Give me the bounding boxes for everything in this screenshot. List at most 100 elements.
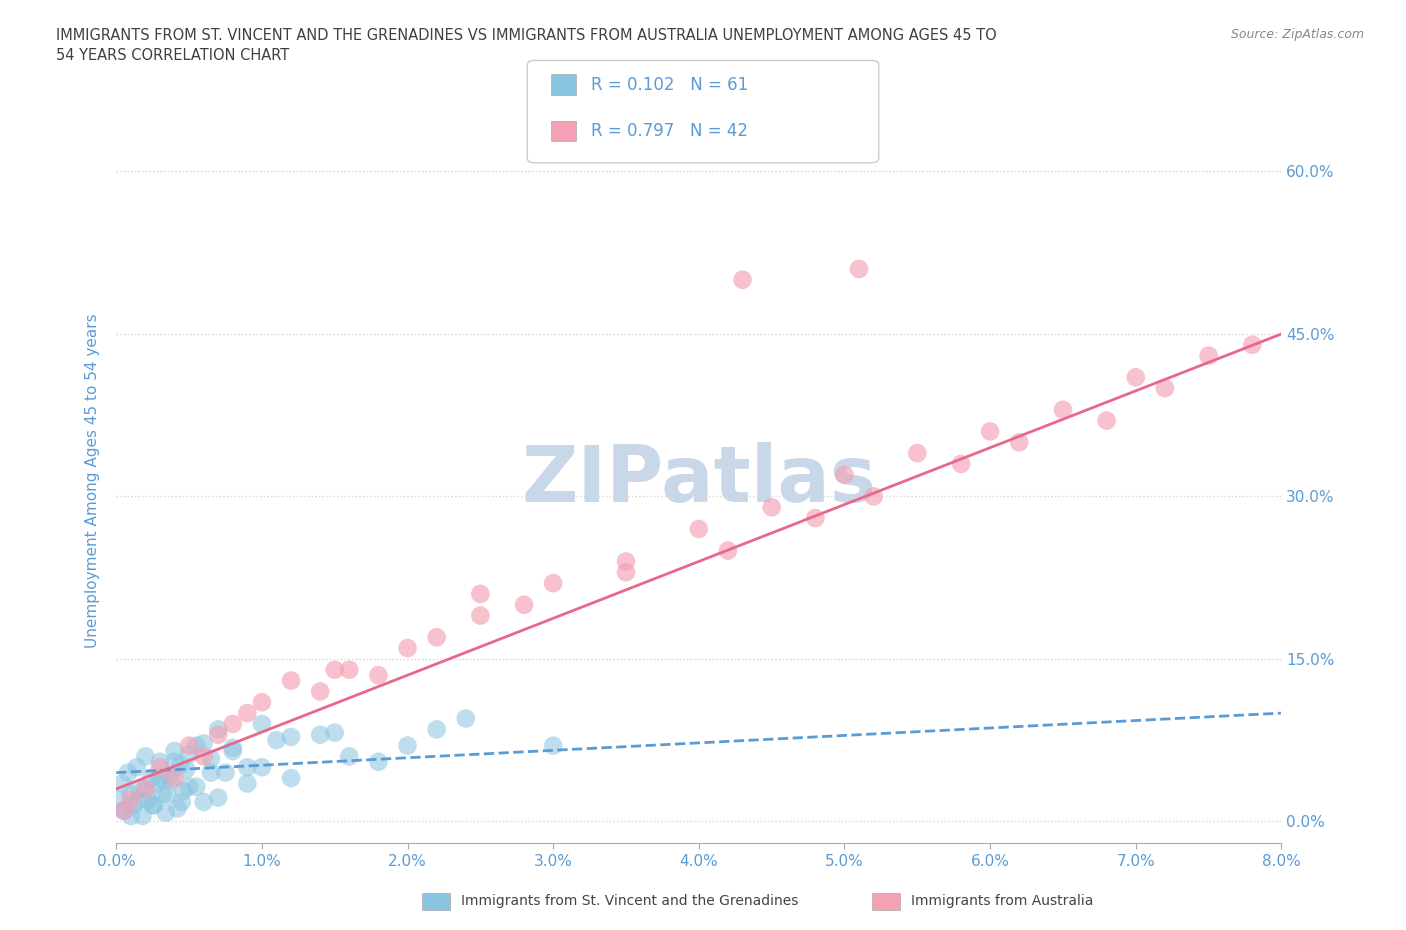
Point bbox=[236, 706, 259, 721]
Point bbox=[309, 684, 332, 698]
Point bbox=[160, 773, 183, 788]
Point bbox=[177, 738, 200, 753]
Point bbox=[136, 792, 159, 807]
Point bbox=[177, 747, 200, 762]
Point bbox=[979, 424, 1001, 439]
Point bbox=[834, 468, 856, 483]
Point bbox=[222, 716, 245, 731]
Point bbox=[541, 738, 564, 753]
Point bbox=[155, 805, 177, 820]
Text: Immigrants from St. Vincent and the Grenadines: Immigrants from St. Vincent and the Gren… bbox=[461, 894, 799, 909]
Point bbox=[193, 794, 215, 809]
Point bbox=[111, 776, 134, 790]
Point bbox=[170, 794, 193, 809]
Point bbox=[367, 668, 389, 683]
Point bbox=[131, 808, 153, 823]
Point bbox=[120, 808, 142, 823]
Point bbox=[323, 725, 346, 740]
Point bbox=[614, 565, 637, 579]
Point bbox=[142, 798, 165, 813]
Point bbox=[717, 543, 740, 558]
Point bbox=[120, 792, 142, 807]
Point bbox=[163, 771, 186, 786]
Point bbox=[250, 760, 273, 775]
Point bbox=[862, 489, 884, 504]
Point bbox=[169, 758, 191, 773]
Point bbox=[337, 662, 360, 677]
Point bbox=[1241, 338, 1264, 352]
Point bbox=[222, 740, 245, 755]
Point bbox=[112, 804, 135, 818]
Point bbox=[112, 804, 135, 818]
Y-axis label: Unemployment Among Ages 45 to 54 years: Unemployment Among Ages 45 to 54 years bbox=[86, 312, 100, 647]
Point bbox=[848, 261, 870, 276]
Point bbox=[426, 630, 449, 644]
Point bbox=[1198, 348, 1220, 363]
Text: Source: ZipAtlas.com: Source: ZipAtlas.com bbox=[1230, 28, 1364, 41]
Point bbox=[280, 673, 302, 688]
Point bbox=[108, 792, 131, 807]
Point bbox=[127, 792, 149, 807]
Point bbox=[114, 804, 136, 818]
Point bbox=[280, 729, 302, 744]
Point bbox=[163, 744, 186, 759]
Point bbox=[200, 765, 222, 780]
Point bbox=[1052, 403, 1074, 418]
Point bbox=[149, 760, 172, 775]
Point bbox=[207, 722, 229, 737]
Point bbox=[143, 798, 166, 813]
Point bbox=[804, 511, 827, 525]
Point bbox=[186, 738, 208, 753]
Point bbox=[141, 771, 163, 786]
Point bbox=[731, 272, 754, 287]
Point bbox=[949, 457, 972, 472]
Point bbox=[236, 760, 259, 775]
Point bbox=[157, 768, 180, 783]
Point bbox=[470, 587, 492, 602]
Point bbox=[149, 771, 172, 786]
Point bbox=[1008, 435, 1031, 450]
Point bbox=[193, 736, 215, 751]
Point bbox=[207, 727, 229, 742]
Point bbox=[761, 499, 783, 514]
Point bbox=[186, 779, 208, 794]
Point bbox=[396, 641, 419, 656]
Point bbox=[163, 754, 186, 769]
Point bbox=[134, 781, 156, 796]
Point bbox=[396, 738, 419, 753]
Point bbox=[200, 751, 222, 766]
Point bbox=[177, 779, 200, 794]
Point bbox=[174, 762, 197, 777]
Point bbox=[614, 554, 637, 569]
Point bbox=[152, 787, 174, 802]
Point bbox=[1125, 370, 1147, 385]
Point bbox=[134, 749, 156, 764]
Point bbox=[166, 801, 188, 816]
Point bbox=[337, 749, 360, 764]
Point bbox=[222, 744, 245, 759]
Point bbox=[120, 787, 142, 802]
Point bbox=[250, 695, 273, 710]
Point bbox=[146, 776, 169, 790]
Point bbox=[266, 733, 288, 748]
Point bbox=[905, 445, 928, 460]
Point bbox=[156, 787, 179, 802]
Text: Immigrants from Australia: Immigrants from Australia bbox=[911, 894, 1094, 909]
Point bbox=[172, 784, 194, 799]
Point bbox=[454, 711, 477, 726]
Point bbox=[541, 576, 564, 591]
Point bbox=[214, 765, 236, 780]
Point bbox=[513, 597, 536, 612]
Point bbox=[309, 727, 332, 742]
Point bbox=[280, 771, 302, 786]
Point bbox=[250, 716, 273, 731]
Point bbox=[426, 722, 449, 737]
Point bbox=[193, 749, 215, 764]
Point bbox=[236, 776, 259, 790]
Text: R = 0.797   N = 42: R = 0.797 N = 42 bbox=[591, 122, 748, 140]
Point bbox=[117, 765, 139, 780]
Point bbox=[207, 790, 229, 805]
Point bbox=[688, 522, 710, 537]
Text: R = 0.102   N = 61: R = 0.102 N = 61 bbox=[591, 75, 748, 94]
Text: IMMIGRANTS FROM ST. VINCENT AND THE GRENADINES VS IMMIGRANTS FROM AUSTRALIA UNEM: IMMIGRANTS FROM ST. VINCENT AND THE GREN… bbox=[56, 28, 997, 62]
